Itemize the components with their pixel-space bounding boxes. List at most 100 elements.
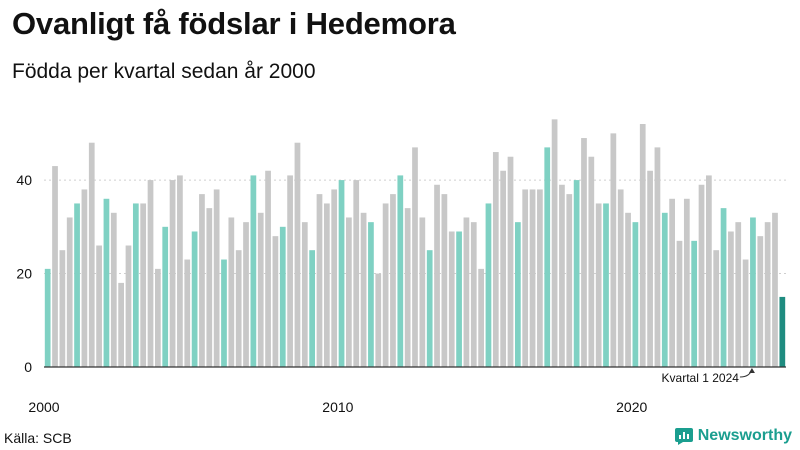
bar-2017-q1 xyxy=(544,147,551,367)
bar-2012-q2 xyxy=(404,208,411,367)
bar-2022-q4 xyxy=(713,250,720,367)
bar-2012-q3 xyxy=(412,147,418,367)
bar-2002-q3 xyxy=(118,282,124,367)
bar-2017-q2 xyxy=(551,119,558,367)
bar-2006-q1 xyxy=(221,259,227,367)
bar-2005-q4 xyxy=(213,189,220,367)
bar-2003-q2 xyxy=(140,203,147,367)
annotation: Kvartal 1 2024 xyxy=(662,368,755,385)
bar-2005-q3 xyxy=(206,208,213,367)
bar-2019-q3 xyxy=(617,189,624,367)
bar-2013-q2 xyxy=(434,184,440,367)
bar-2021-q1 xyxy=(661,212,668,367)
bar-2020-q2 xyxy=(639,124,646,368)
bar-2023-q4 xyxy=(742,259,749,367)
newsworthy-logo-icon xyxy=(674,428,693,445)
bar-2007-q2 xyxy=(257,212,264,367)
bar-2018-q4 xyxy=(595,203,602,367)
x-tick-label-2010: 2010 xyxy=(322,399,353,415)
bar-2017-q4 xyxy=(566,194,573,367)
bar-2002-q4 xyxy=(125,245,132,367)
bar-2001-q3 xyxy=(88,142,95,367)
bar-2013-q1 xyxy=(426,250,433,367)
bar-2008-q1 xyxy=(279,226,286,367)
bar-2004-q1 xyxy=(162,226,169,367)
bar-2002-q2 xyxy=(110,212,117,367)
bar-2012-q4 xyxy=(419,217,426,367)
y-tick-label-40: 40 xyxy=(16,172,32,188)
bar-2014-q2 xyxy=(463,217,470,367)
bar-2015-q4 xyxy=(507,156,514,367)
bar-2000-q3 xyxy=(59,250,66,367)
bar-2016-q2 xyxy=(522,189,529,367)
bar-2006-q2 xyxy=(228,217,235,367)
y-tick-label-0: 0 xyxy=(24,359,32,375)
bar-2001-q4 xyxy=(96,245,102,367)
annotation-label: Kvartal 1 2024 xyxy=(662,371,740,385)
bar-2020-q1 xyxy=(632,222,639,367)
bar-2011-q3 xyxy=(382,203,389,367)
bar-2015-q1 xyxy=(485,203,492,367)
bar-2010-q2 xyxy=(346,217,352,367)
bar-2011-q1 xyxy=(368,222,374,367)
bar-2014-q3 xyxy=(470,222,477,367)
bar-2004-q2 xyxy=(169,180,176,367)
bar-2024-q3 xyxy=(764,222,771,367)
bar-2014-q1 xyxy=(456,231,462,367)
bar-2016-q1 xyxy=(514,222,521,367)
axes: 0 20 40 2000 2010 2020 xyxy=(16,172,786,415)
bar-2022-q3 xyxy=(706,175,712,367)
bar-2004-q4 xyxy=(184,259,191,367)
bar-2011-q2 xyxy=(375,273,382,367)
bar-2009-q4 xyxy=(331,189,338,367)
bar-2000-q4 xyxy=(66,217,73,367)
bar-2007-q4 xyxy=(272,236,279,367)
bar-2018-q1 xyxy=(573,180,580,367)
bar-2018-q3 xyxy=(588,156,595,367)
bar-2019-q1 xyxy=(603,203,609,367)
bar-2008-q3 xyxy=(294,142,301,367)
bar-2022-q1 xyxy=(691,240,698,367)
bar-2024-q1 xyxy=(750,217,756,367)
bar-2003-q1 xyxy=(132,203,139,367)
bar-2012-q1 xyxy=(397,175,404,367)
bar-2016-q3 xyxy=(529,189,536,367)
bar-2002-q1 xyxy=(103,198,110,367)
bars xyxy=(44,119,786,368)
bar-2010-q1 xyxy=(338,180,345,367)
bar-2020-q4 xyxy=(654,147,661,367)
bar-2009-q3 xyxy=(323,203,330,367)
bar-2016-q4 xyxy=(537,189,543,367)
x-tick-label-2020: 2020 xyxy=(616,399,647,415)
bar-2008-q2 xyxy=(287,175,293,367)
bar-2023-q3 xyxy=(735,222,742,367)
bar-2023-q2 xyxy=(728,231,734,367)
bar-2021-q4 xyxy=(683,198,690,367)
bar-2008-q4 xyxy=(301,222,308,367)
brand: Newsworthy xyxy=(674,427,792,445)
bar-2001-q1 xyxy=(74,203,80,367)
bar-2010-q3 xyxy=(353,180,360,367)
bar-2022-q2 xyxy=(698,184,705,367)
bar-2017-q3 xyxy=(559,184,565,367)
y-tick-label-20: 20 xyxy=(16,266,32,282)
bar-2015-q2 xyxy=(492,152,499,367)
bar-2015-q3 xyxy=(500,170,507,367)
bar-2023-q1 xyxy=(720,208,727,367)
bar-2021-q2 xyxy=(669,198,675,367)
brand-name: Newsworthy xyxy=(697,427,792,444)
bar-2019-q2 xyxy=(610,133,617,367)
chart-subtitle: Födda per kvartal sedan år 2000 xyxy=(12,60,316,83)
bar-2005-q2 xyxy=(199,194,205,367)
bar-2011-q4 xyxy=(390,194,396,367)
source-label: Källa: SCB xyxy=(4,430,72,446)
bar-2000-q1 xyxy=(44,268,51,367)
bar-2010-q4 xyxy=(360,212,367,367)
bar-2024-q4 xyxy=(772,212,778,367)
bar-2020-q3 xyxy=(647,170,653,367)
bar-2019-q4 xyxy=(625,212,631,367)
bar-2024-q2 xyxy=(757,236,764,367)
bar-2003-q4 xyxy=(155,268,161,367)
bar-2003-q3 xyxy=(147,180,154,367)
